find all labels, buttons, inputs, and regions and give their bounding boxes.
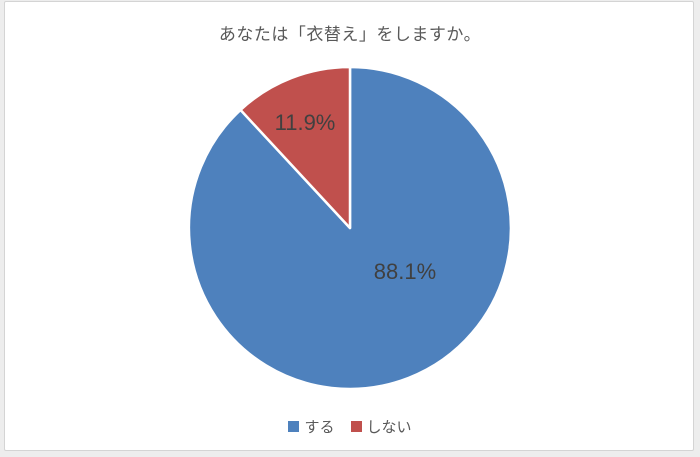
legend-swatch-shinai-icon xyxy=(350,421,362,432)
legend: する しない xyxy=(0,416,700,437)
chart-title: あなたは「衣替え」をしますか。 xyxy=(218,25,482,44)
legend-swatch-suru-icon xyxy=(288,421,300,432)
data-label-suru: 88.1% xyxy=(374,259,436,284)
legend-item-shinai: しない xyxy=(350,416,412,437)
pie-slice-shinai xyxy=(239,65,352,230)
legend-label-shinai: しない xyxy=(366,419,412,436)
data-label-shinai: 11.9% xyxy=(275,110,336,135)
legend-item-suru: する xyxy=(288,416,335,437)
legend-label-suru: する xyxy=(304,419,335,436)
